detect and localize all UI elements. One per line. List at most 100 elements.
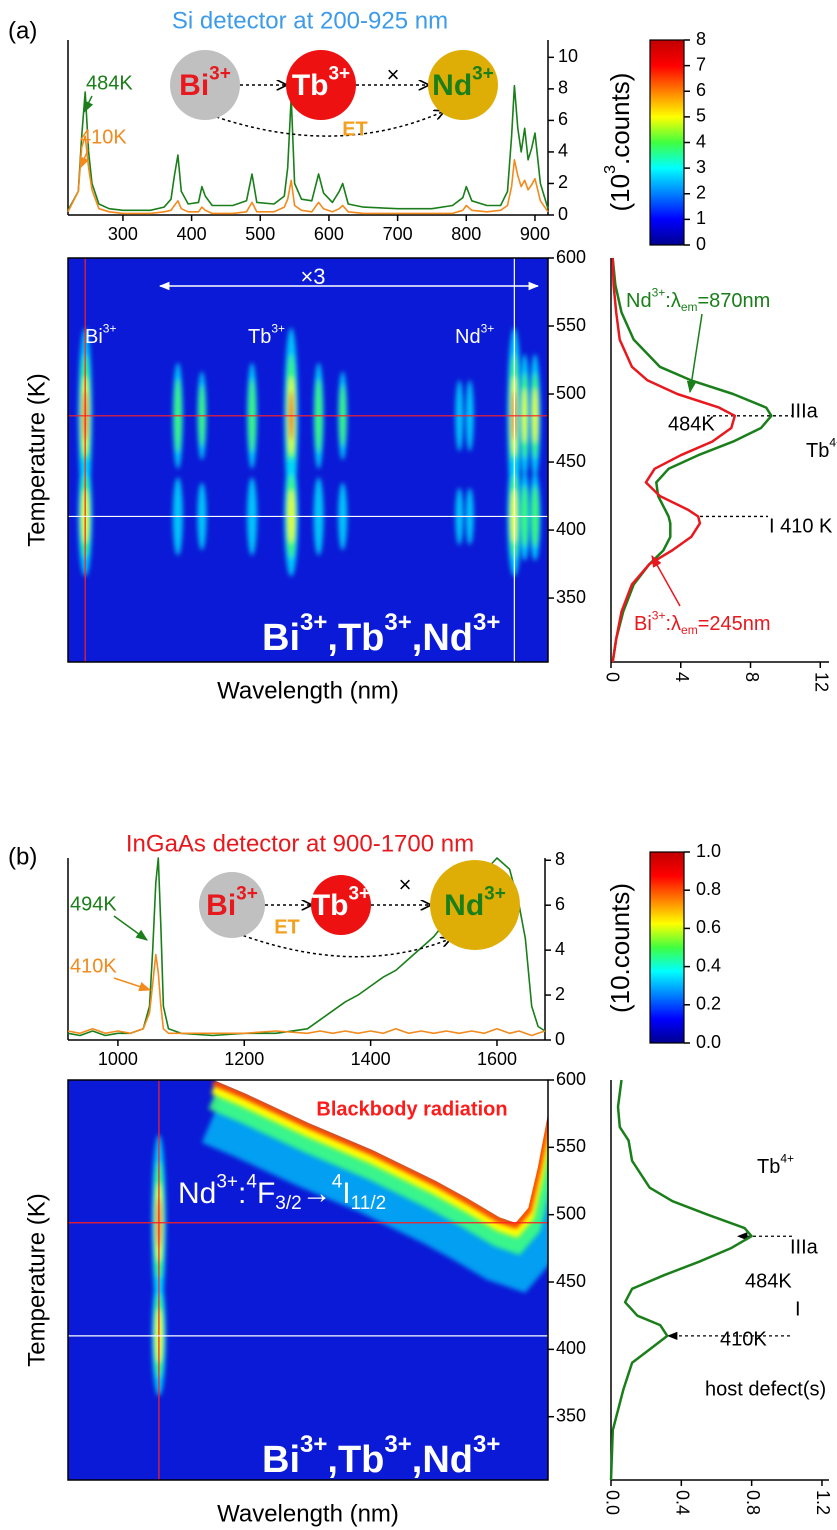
x-tick-label: 1000: [98, 1049, 138, 1069]
annotation-part: 4+: [829, 436, 837, 450]
panel-label: (a): [8, 17, 37, 44]
peak-label: Bi3+: [85, 322, 116, 349]
x-tick-label: 1600: [477, 1049, 517, 1069]
ion-label-part: 3+: [328, 63, 350, 84]
x-tick-label: 900: [520, 224, 550, 244]
plot-frame: [67, 1079, 549, 1481]
transfer-arrow: [204, 111, 444, 137]
transition-label-part: 3+: [216, 1171, 238, 1192]
peak-label-part: 3+: [103, 322, 117, 336]
peak-label: Nd3+: [455, 322, 494, 349]
y-tick-label: 350: [556, 587, 586, 607]
blocked-mark: ×: [399, 872, 412, 897]
transition-label-part: 11/2: [351, 1193, 387, 1214]
x-tick-label: 0.8: [743, 1490, 763, 1515]
series-label-part: em: [681, 300, 698, 314]
transition-label-part: 4: [246, 1171, 257, 1192]
peak-label-part: Nd: [455, 326, 481, 348]
et-label: ET: [274, 916, 300, 938]
composition-label-part: ,: [327, 1439, 338, 1481]
x-tick-label: 700: [383, 224, 413, 244]
colorbar-tick-label: 0.2: [696, 994, 721, 1014]
series-label-part: :λ: [665, 613, 681, 635]
peak-label-part: Tb: [248, 326, 271, 348]
composition-label-part: 3+: [473, 609, 500, 636]
series-label-part: =870nm: [698, 290, 771, 312]
chart-title: Si detector at 200-925 nm: [172, 7, 448, 34]
annotation: IIIa: [790, 1236, 819, 1258]
ion-label-part: Bi: [179, 69, 209, 102]
label-arrow: [651, 554, 681, 607]
annotation: 410K: [720, 1328, 767, 1350]
x-tick-label: 800: [451, 224, 481, 244]
annotation: Tb4+: [806, 436, 837, 463]
chart-title: InGaAs detector at 900-1700 nm: [126, 830, 474, 857]
composition-label-part: 3+: [384, 609, 411, 636]
panel-label: (b): [8, 843, 37, 870]
et-label: ET: [342, 118, 368, 140]
colorbar-tick-label: 2: [696, 183, 706, 203]
label-arrow: [79, 149, 89, 170]
ion-label-part: Nd: [444, 889, 484, 922]
y-tick-label: 0: [555, 1029, 565, 1049]
x-tick-label: 500: [245, 224, 275, 244]
ion-label-part: Tb: [292, 69, 329, 102]
colorbar-tick-label: 5: [696, 106, 706, 126]
composition-label-part: 3+: [300, 1431, 327, 1458]
y-tick-label: 450: [556, 1271, 586, 1291]
transition-label-part: 3/2: [275, 1193, 301, 1214]
spectrum-line: [67, 953, 546, 1037]
colorbar-tick-label: 0.6: [696, 917, 721, 937]
glow-curve: [609, 1079, 753, 1481]
annotation: IIIa: [790, 400, 819, 422]
y-tick-label: 4: [555, 939, 565, 959]
emission-stripe: [519, 354, 531, 561]
x-tick-label: 12: [812, 672, 832, 692]
colorbar-tick-label: 0.8: [696, 879, 721, 899]
transition-label-part: :: [238, 1177, 246, 1210]
series-label-part: 3+: [652, 286, 666, 300]
ion-circle: [286, 50, 356, 120]
composition-label: Bi3+,Tb3+,Nd3+: [262, 1431, 500, 1481]
colorbar-label-part: 3: [602, 165, 619, 174]
ion-circle: [170, 50, 240, 120]
x-tick-label: 1400: [351, 1049, 391, 1069]
label-arrow: [686, 313, 703, 394]
y-tick-label: 550: [556, 1136, 586, 1156]
colorbar-tick-label: 1: [696, 208, 706, 228]
series-label-part: Nd: [626, 290, 652, 312]
blocked-mark: ×: [387, 62, 400, 87]
x-tick-label: 1.2: [813, 1490, 833, 1515]
ion-label-part: Nd: [432, 69, 472, 102]
y-tick-label: 500: [556, 1203, 586, 1223]
blackbody-band: [212, 1080, 548, 1229]
composition-label-part: Bi: [262, 1439, 300, 1481]
x-tick-label: 600: [314, 224, 344, 244]
heatmap-plot: Blackbody radiationNd3+:4F3/2→4I11/2Bi3+…: [68, 1080, 548, 1481]
composition-label-part: Nd: [422, 1439, 473, 1481]
colorbar-label-part: (10: [605, 174, 635, 212]
x-tick-label: 0: [602, 672, 622, 682]
y-tick-label: 10: [558, 46, 578, 66]
colorbar-label: (10.counts): [605, 883, 635, 1013]
composition-label-part: Bi: [262, 617, 300, 659]
colorbar-tick-label: 8: [696, 29, 706, 49]
y-tick-label: 450: [556, 451, 586, 471]
ion-label: Nd3+: [444, 883, 506, 922]
composition-label-part: Tb: [338, 1439, 384, 1481]
y-tick-label: 8: [558, 78, 568, 98]
annotation: host defect(s): [705, 1378, 826, 1400]
ion-label-part: 3+: [484, 883, 506, 904]
colorbar: [649, 39, 685, 246]
annotation: Tb4+: [757, 1152, 794, 1179]
colorbar-tick-label: 3: [696, 157, 706, 177]
colorbar-tick-label: 0.4: [696, 955, 721, 975]
y-tick-label: 6: [558, 109, 568, 129]
emission-stripe: [529, 354, 541, 561]
x-tick-label: 300: [108, 224, 138, 244]
emission-stripe: [284, 327, 299, 577]
colorbar-tick-label: 0.0: [696, 1032, 721, 1052]
scale-note: ×3: [300, 264, 325, 289]
series-label: 410K: [70, 955, 117, 977]
